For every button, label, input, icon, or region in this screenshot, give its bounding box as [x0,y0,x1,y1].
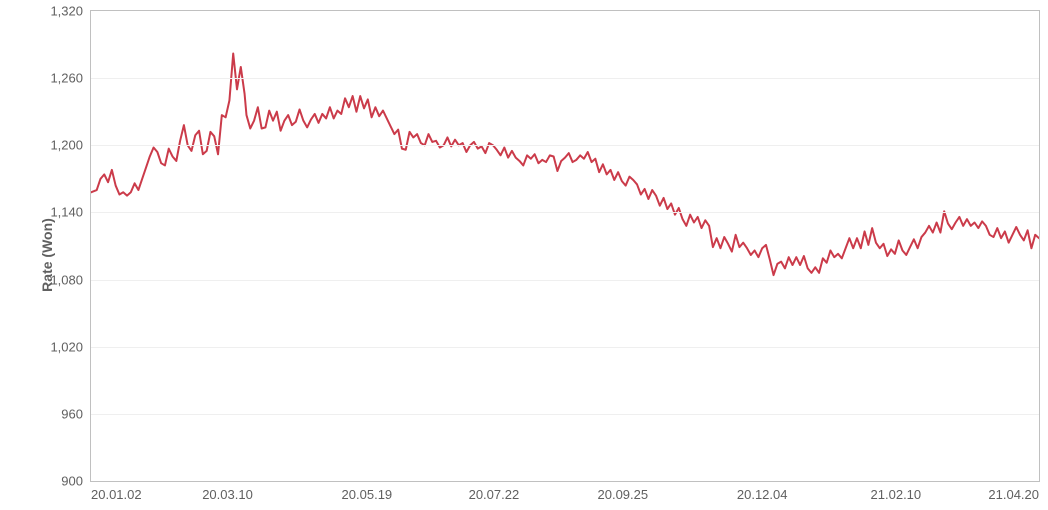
grid-line [91,414,1039,415]
x-tick-label: 21.02.10 [871,481,922,502]
grid-line [91,78,1039,79]
grid-line [91,145,1039,146]
x-tick-label: 20.07.22 [469,481,520,502]
x-tick-label: 21.04.20 [988,481,1039,502]
grid-line [91,347,1039,348]
x-tick-label: 20.05.19 [342,481,393,502]
grid-line [91,212,1039,213]
grid-line [91,280,1039,281]
y-tick-label: 1,020 [50,339,91,354]
x-tick-label: 20.03.10 [202,481,253,502]
x-tick-label: 20.09.25 [598,481,649,502]
y-tick-label: 1,080 [50,272,91,287]
rate-line-chart: Rate (Won) 9009601,0201,0801,1401,2001,2… [0,0,1048,510]
y-tick-label: 960 [61,406,91,421]
y-tick-label: 1,320 [50,4,91,19]
x-tick-label: 20.01.02 [91,481,142,502]
y-tick-label: 900 [61,474,91,489]
plot-area: 9009601,0201,0801,1401,2001,2601,32020.0… [90,10,1040,482]
y-tick-label: 1,140 [50,205,91,220]
y-tick-label: 1,260 [50,71,91,86]
rate-series-line [91,11,1039,481]
y-tick-label: 1,200 [50,138,91,153]
x-tick-label: 20.12.04 [737,481,788,502]
